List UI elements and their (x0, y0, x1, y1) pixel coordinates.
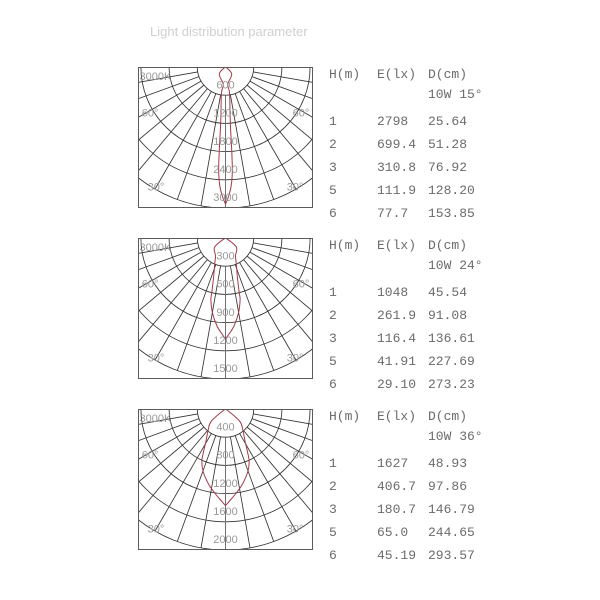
svg-text:30°: 30° (148, 182, 165, 194)
svg-text:2400: 2400 (213, 164, 237, 176)
svg-text:600: 600 (216, 79, 234, 91)
svg-text:800: 800 (216, 450, 234, 462)
svg-text:30°: 30° (287, 524, 304, 536)
svg-text:30°: 30° (287, 182, 304, 194)
svg-text:60°: 60° (293, 107, 310, 119)
svg-text:1200: 1200 (213, 108, 237, 120)
svg-text:60°: 60° (142, 449, 159, 461)
svg-text:60°: 60° (293, 278, 310, 290)
svg-text:600: 600 (216, 279, 234, 291)
svg-text:1200: 1200 (213, 478, 237, 490)
svg-text:60°: 60° (293, 449, 310, 461)
svg-text:30°: 30° (148, 524, 165, 536)
svg-text:30°: 30° (287, 353, 304, 365)
svg-text:900: 900 (216, 307, 234, 319)
svg-text:1800: 1800 (213, 136, 237, 148)
svg-text:60°: 60° (142, 107, 159, 119)
svg-text:3000K: 3000K (140, 71, 172, 83)
svg-text:400: 400 (216, 421, 234, 433)
svg-text:3000: 3000 (213, 192, 237, 204)
svg-text:3000K: 3000K (140, 242, 172, 254)
svg-text:60°: 60° (142, 278, 159, 290)
svg-text:1500: 1500 (213, 363, 237, 375)
svg-text:300: 300 (216, 250, 234, 262)
svg-text:30°: 30° (148, 353, 165, 365)
svg-text:3000K: 3000K (140, 413, 172, 425)
svg-text:1600: 1600 (213, 506, 237, 518)
svg-text:1200: 1200 (213, 335, 237, 347)
svg-text:2000: 2000 (213, 534, 237, 546)
